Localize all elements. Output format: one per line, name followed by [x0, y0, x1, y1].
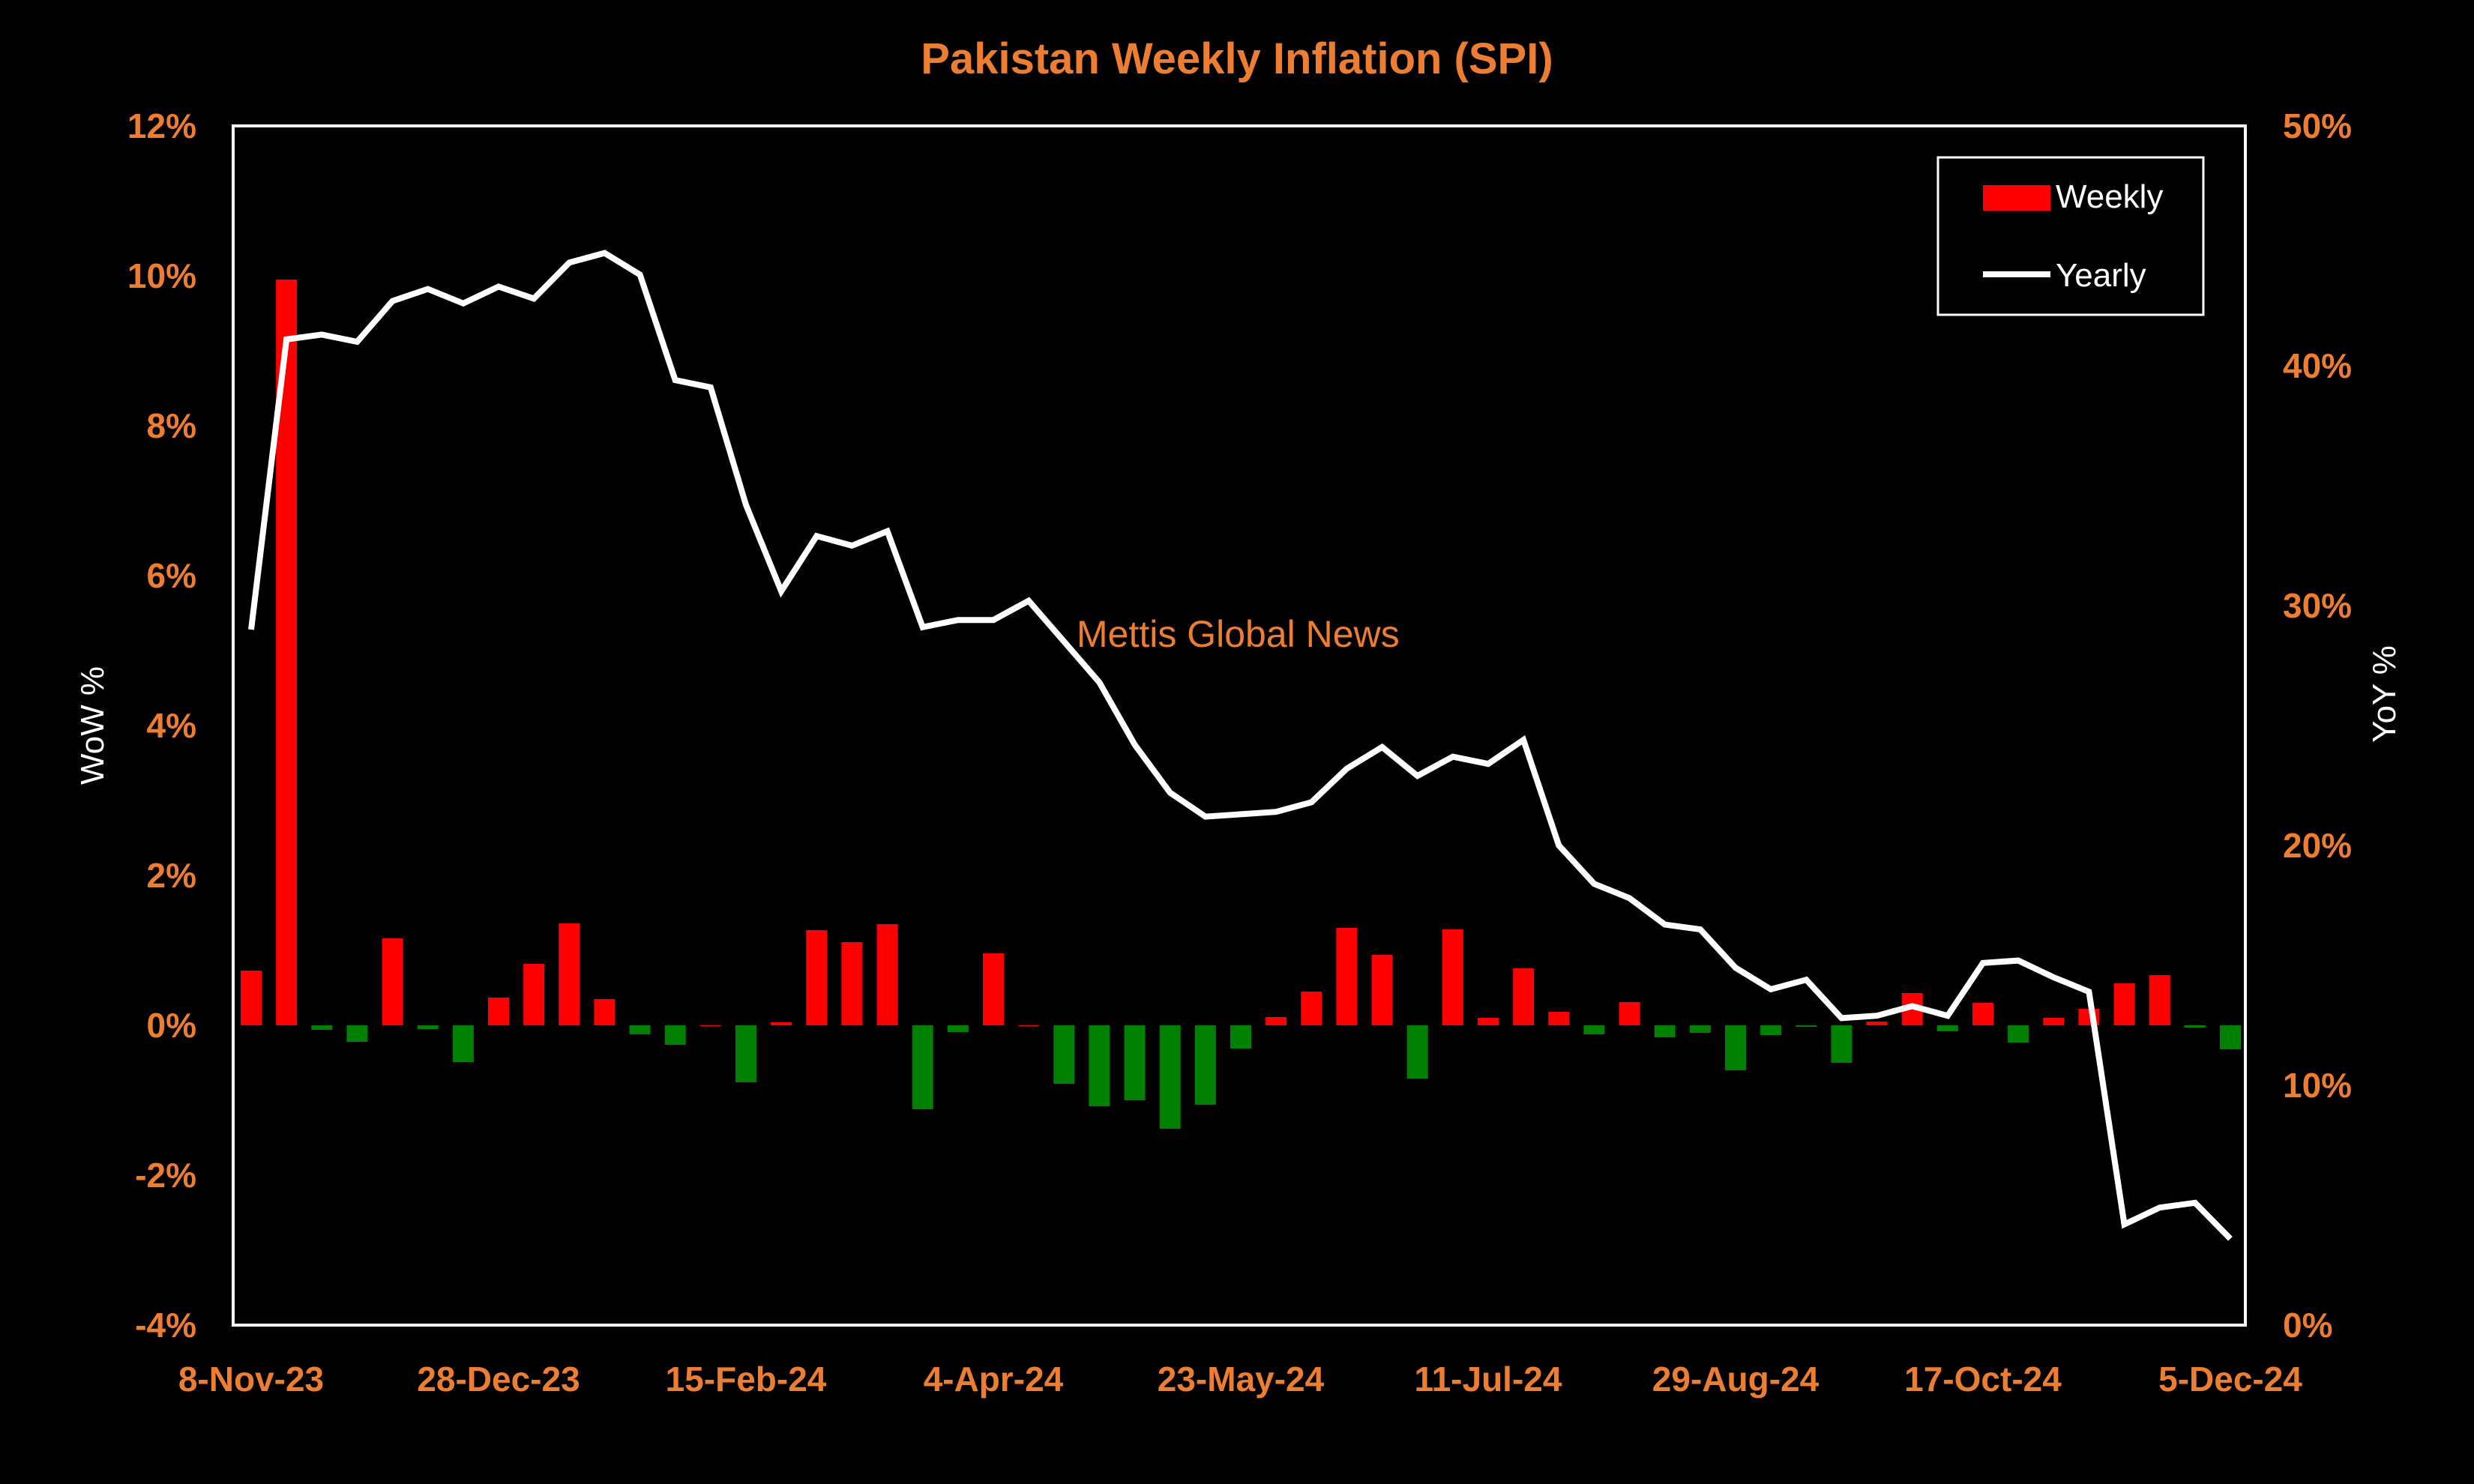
x-tick-label: 4-Apr-24: [924, 1360, 1064, 1399]
weekly-bar: [1336, 928, 1358, 1025]
right-tick-label: 0%: [2283, 1306, 2332, 1345]
x-tick-label: 11-Jul-24: [1415, 1360, 1562, 1399]
weekly-bar: [1831, 1025, 1853, 1063]
weekly-bar: [947, 1025, 969, 1032]
weekly-bar: [2184, 1025, 2206, 1028]
weekly-bar: [559, 923, 580, 1025]
weekly-bar: [452, 1025, 474, 1062]
right-tick-label: 10%: [2283, 1066, 2352, 1105]
left-tick-label: 6%: [147, 556, 196, 595]
weekly-bar: [806, 930, 828, 1025]
x-tick-label: 5-Dec-24: [2158, 1360, 2302, 1399]
weekly-bar: [1583, 1025, 1605, 1034]
weekly-bar: [2043, 1018, 2065, 1025]
chart-title: Pakistan Weekly Inflation (SPI): [921, 34, 1553, 83]
x-axis-ticks: 8-Nov-23 28-Dec-23 15-Feb-24 4-Apr-24 23-May…: [178, 1360, 2302, 1399]
weekly-bar: [912, 1025, 933, 1109]
x-tick-label: 17-Oct-24: [1904, 1360, 2062, 1399]
weekly-bar: [1972, 1003, 1993, 1025]
weekly-bar: [2220, 1025, 2241, 1049]
x-tick-label: 15-Feb-24: [666, 1360, 827, 1399]
plot-area-border: [232, 124, 2247, 1327]
left-tick-label: 10%: [127, 256, 196, 295]
right-axis-ticks: 0% 10% 20% 30% 40% 50%: [2283, 106, 2352, 1345]
weekly-bar: [1866, 1022, 1888, 1025]
weekly-bar: [1194, 1025, 1216, 1105]
weekly-bar: [346, 1025, 368, 1042]
legend-box: [1936, 156, 2205, 316]
weekly-bar: [664, 1025, 686, 1045]
weekly-bar: [1725, 1025, 1746, 1070]
weekly-bar: [1230, 1025, 1251, 1049]
left-axis-label: WoW %: [74, 666, 111, 785]
yearly-line: [248, 250, 2233, 1241]
weekly-bar: [594, 999, 616, 1025]
right-axis-label: YoY %: [2366, 645, 2403, 743]
left-tick-label: 8%: [147, 406, 196, 445]
weekly-bar: [382, 938, 403, 1025]
right-tick-label: 50%: [2283, 106, 2352, 145]
right-tick-label: 30%: [2283, 586, 2352, 625]
weekly-bar: [841, 942, 863, 1025]
weekly-bar: [523, 964, 545, 1025]
left-tick-label: 12%: [127, 106, 196, 145]
weekly-bar: [1760, 1025, 1782, 1035]
weekly-bar: [2008, 1025, 2029, 1043]
weekly-bar: [699, 1025, 721, 1026]
right-tick-label: 20%: [2283, 826, 2352, 865]
weekly-bar: [771, 1022, 792, 1025]
weekly-bar: [1301, 992, 1322, 1025]
left-tick-label: 0%: [147, 1006, 196, 1045]
weekly-bar: [311, 1025, 333, 1030]
weekly-bar: [1371, 955, 1393, 1025]
x-tick-label: 29-Aug-24: [1652, 1360, 1820, 1399]
weekly-bar: [1089, 1025, 1110, 1106]
weekly-bar: [1513, 968, 1535, 1025]
weekly-bar: [2113, 983, 2135, 1025]
weekly-bar: [1936, 1025, 1958, 1031]
weekly-bar: [876, 924, 898, 1025]
weekly-bar: [488, 998, 509, 1025]
weekly-bar: [1018, 1025, 1040, 1026]
weekly-bar: [983, 953, 1004, 1025]
weekly-bar: [735, 1025, 756, 1082]
weekly-bar: [1124, 1025, 1146, 1100]
weekly-bar: [629, 1025, 651, 1034]
weekly-bar: [1689, 1025, 1711, 1033]
weekly-bar: [1053, 1025, 1075, 1084]
weekly-bar: [1654, 1025, 1676, 1037]
weekly-bar: [1265, 1017, 1287, 1025]
weekly-bar: [1619, 1002, 1640, 1025]
left-tick-label: 2%: [147, 856, 196, 895]
left-tick-label: 4%: [147, 706, 196, 745]
weekly-bar: [1478, 1018, 1499, 1025]
weekly-bar: [1548, 1012, 1570, 1025]
left-tick-label: -2%: [135, 1156, 196, 1195]
weekly-bar: [1442, 929, 1463, 1025]
weekly-bar: [1159, 1025, 1181, 1129]
left-tick-label: -4%: [135, 1306, 196, 1345]
weekly-bar: [241, 971, 262, 1025]
left-axis-ticks: -4% -2% 0% 2% 4% 6% 8% 10% 12%: [127, 106, 196, 1345]
right-tick-label: 40%: [2283, 346, 2352, 385]
legend-label-weekly: Weekly: [2056, 178, 2163, 215]
weekly-bar: [417, 1025, 439, 1029]
x-tick-label: 23-May-24: [1158, 1360, 1325, 1399]
legend: Weekly Yearly: [1936, 156, 2205, 316]
weekly-bar: [1406, 1025, 1428, 1079]
x-tick-label: 28-Dec-23: [417, 1360, 580, 1399]
weekly-bar: [2149, 975, 2170, 1025]
legend-label-yearly: Yearly: [2056, 257, 2146, 294]
legend-swatch-weekly: [1983, 185, 2050, 211]
weekly-bar: [1796, 1025, 1817, 1027]
x-tick-label: 8-Nov-23: [178, 1360, 324, 1399]
watermark-annotation: Mettis Global News: [1077, 613, 1400, 655]
weekly-bars: [241, 280, 2241, 1129]
